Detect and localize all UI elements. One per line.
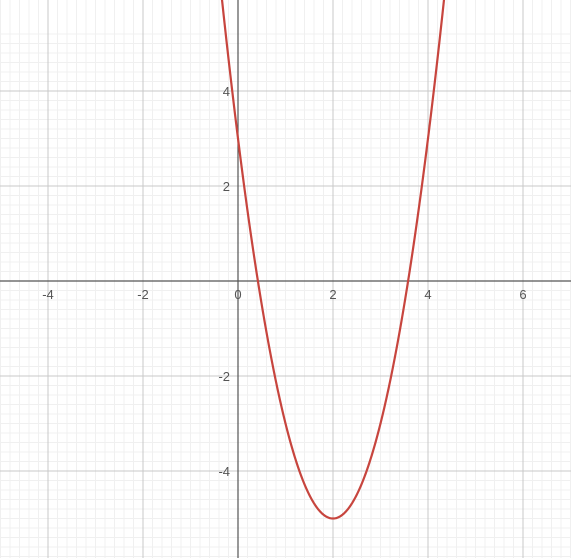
minor-grid [0, 0, 571, 558]
x-tick-label: 2 [329, 287, 336, 302]
y-tick-label: 2 [223, 179, 230, 194]
y-tick-label: -2 [218, 369, 230, 384]
parabola-chart: -4-20246-6-4-224 [0, 0, 571, 558]
x-tick-label: -4 [42, 287, 54, 302]
y-tick-label: 4 [223, 84, 230, 99]
x-tick-label: -2 [137, 287, 149, 302]
x-tick-label: 0 [234, 287, 241, 302]
y-tick-label: -4 [218, 464, 230, 479]
x-tick-label: 4 [424, 287, 431, 302]
x-tick-label: 6 [519, 287, 526, 302]
